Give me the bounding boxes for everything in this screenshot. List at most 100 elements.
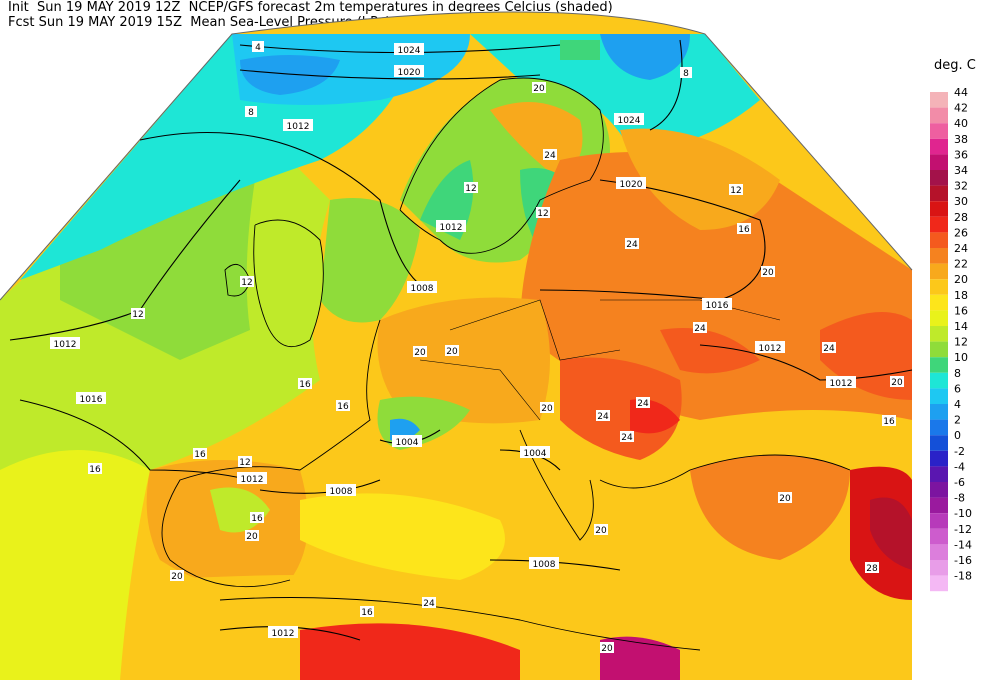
svg-text:1024: 1024 — [398, 46, 421, 56]
colorbar-label: -4 — [954, 460, 965, 473]
isobar-label: 1004 — [520, 446, 550, 459]
colorbar-swatch — [930, 294, 948, 311]
svg-text:1012: 1012 — [440, 223, 463, 233]
colorbar-label: 2 — [954, 414, 961, 427]
isobar-label: 1020 — [394, 65, 424, 78]
isobar-label: 1020 — [616, 177, 646, 190]
svg-text:24: 24 — [621, 433, 633, 443]
isobar-label: 1008 — [326, 484, 356, 497]
isobar-label: 1012 — [755, 341, 785, 354]
colorbar-label: 6 — [954, 382, 961, 395]
svg-text:1004: 1004 — [524, 449, 547, 459]
temperature-label: 20 — [761, 266, 775, 278]
colorbar-swatch — [930, 107, 948, 124]
isobar-label: 1024 — [614, 113, 644, 126]
temperature-label: 20 — [245, 530, 259, 542]
colorbar-label: 40 — [954, 117, 968, 130]
colorbar-label: -14 — [954, 538, 972, 551]
svg-text:12: 12 — [239, 458, 250, 468]
svg-text:16: 16 — [89, 465, 101, 475]
svg-text:20: 20 — [414, 348, 426, 358]
svg-text:20: 20 — [762, 268, 774, 278]
temperature-label: 12 — [729, 184, 743, 196]
svg-text:16: 16 — [883, 417, 895, 427]
colorbar-swatch — [930, 170, 948, 186]
colorbar-swatch — [930, 263, 948, 280]
svg-text:1012: 1012 — [272, 629, 295, 639]
colorbar-swatch — [930, 419, 948, 436]
colorbar-swatch — [930, 560, 948, 576]
colorbar-swatch — [930, 248, 948, 264]
temperature-label: 12 — [464, 182, 478, 194]
svg-text:20: 20 — [601, 644, 613, 654]
svg-text:24: 24 — [544, 151, 556, 161]
colorbar-label: 36 — [954, 148, 968, 161]
svg-text:16: 16 — [738, 225, 750, 235]
svg-text:16: 16 — [361, 608, 373, 618]
temperature-label: 28 — [865, 562, 879, 574]
temperature-label: 20 — [778, 492, 792, 504]
colorbar-swatch — [930, 310, 948, 326]
svg-text:1012: 1012 — [759, 344, 782, 354]
svg-text:24: 24 — [823, 344, 835, 354]
temperature-label: 16 — [336, 400, 350, 412]
colorbar-swatch — [930, 450, 948, 467]
colorbar-swatch — [930, 497, 948, 514]
isobar-label: 1004 — [392, 435, 422, 448]
colorbar-label: 10 — [954, 351, 968, 364]
temperature-label: 20 — [600, 642, 614, 654]
colorbar-label: -8 — [954, 492, 965, 505]
colorbar-swatch — [930, 372, 948, 389]
header-line-1: Init Sun 19 MAY 2019 12Z NCEP/GFS foreca… — [8, 0, 613, 15]
colorbar-label: 12 — [954, 336, 968, 349]
svg-text:1008: 1008 — [411, 284, 434, 294]
svg-text:16: 16 — [194, 450, 206, 460]
svg-text:1008: 1008 — [330, 487, 353, 497]
temperature-label: 16 — [298, 378, 312, 390]
colorbar-swatch — [930, 216, 948, 233]
temperature-label: 12 — [240, 276, 254, 288]
temperature-label: 24 — [822, 342, 836, 354]
svg-text:1024: 1024 — [618, 116, 641, 126]
colorbar-label: 24 — [954, 242, 968, 255]
svg-text:20: 20 — [533, 84, 545, 94]
colorbar-label: 44 — [954, 86, 968, 99]
colorbar-label: -6 — [954, 476, 965, 489]
svg-text:24: 24 — [637, 399, 649, 409]
colorbar-label: 20 — [954, 273, 968, 286]
colorbar-swatch — [930, 341, 948, 358]
colorbar-label: -18 — [954, 570, 972, 583]
colorbar-label: -2 — [954, 445, 965, 458]
svg-text:1012: 1012 — [830, 379, 853, 389]
colorbar-swatch — [930, 232, 948, 248]
colorbar-swatch — [930, 185, 948, 202]
svg-text:12: 12 — [465, 184, 476, 194]
svg-text:16: 16 — [251, 514, 263, 524]
svg-text:12: 12 — [730, 186, 741, 196]
isobar-label: 1012 — [237, 472, 267, 485]
colorbar-label: 4 — [954, 398, 961, 411]
colorbar-label: 18 — [954, 289, 968, 302]
temperature-label: 12 — [238, 456, 252, 468]
temperature-label: 16 — [88, 463, 102, 475]
colorbar-swatch — [930, 92, 948, 108]
colorbar-label: 30 — [954, 195, 968, 208]
temperature-label: 20 — [594, 524, 608, 536]
isobar-label: 1012 — [268, 626, 298, 639]
isobar-label: 1012 — [826, 376, 856, 389]
svg-text:20: 20 — [891, 378, 903, 388]
svg-text:1020: 1020 — [620, 180, 643, 190]
temperature-label: 16 — [882, 415, 896, 427]
temperature-label: 16 — [193, 448, 207, 460]
temperature-labels: 4 8 8 12 12 12 12 12 12 16 16 16 16 16 1… — [88, 41, 904, 654]
temperature-label: 24 — [625, 238, 639, 250]
svg-text:20: 20 — [779, 494, 791, 504]
colorbar-swatch — [930, 513, 948, 529]
svg-text:12: 12 — [537, 209, 548, 219]
temperature-label: 4 — [252, 41, 264, 53]
colorbar-label: -16 — [954, 554, 972, 567]
svg-text:24: 24 — [626, 240, 638, 250]
temperature-label: 24 — [693, 322, 707, 334]
temperature-label: 24 — [636, 397, 650, 409]
